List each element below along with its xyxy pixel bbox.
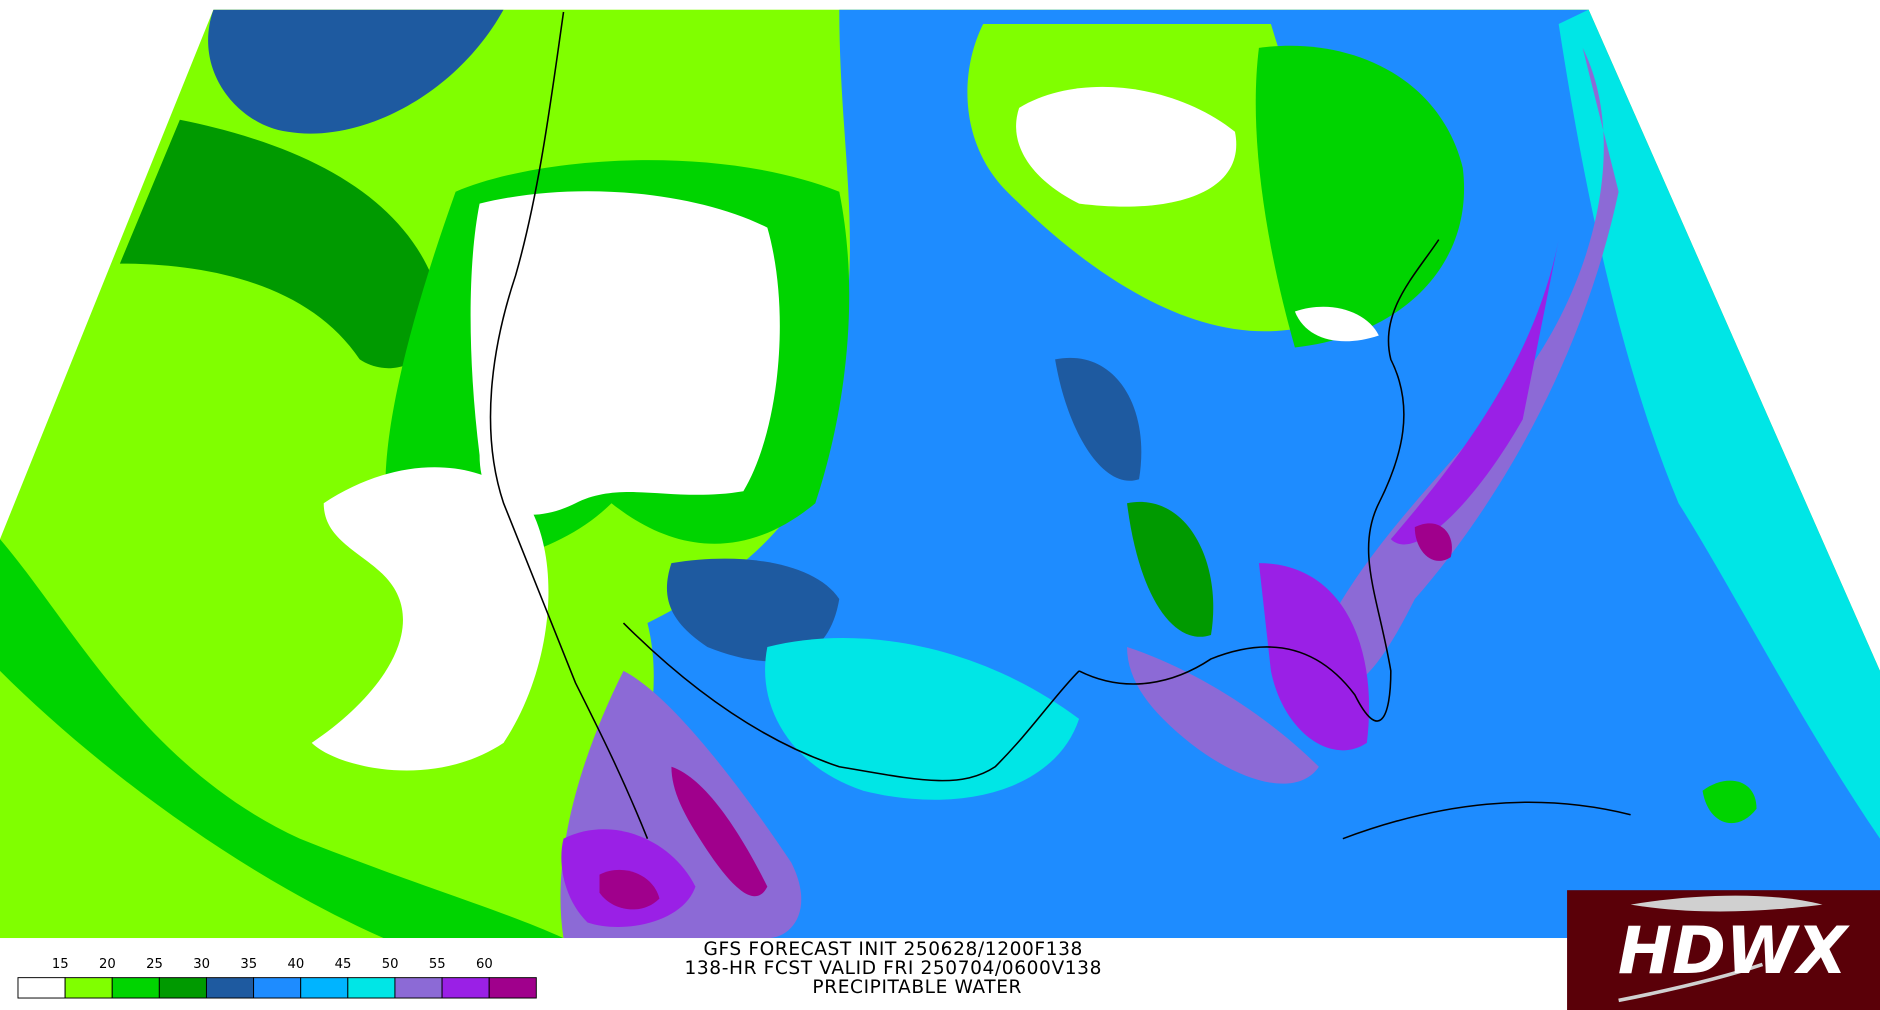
legend-tick-label: 60 — [476, 957, 493, 972]
field-60 — [1258, 563, 1370, 751]
legend-swatch — [394, 977, 443, 999]
field-30 — [119, 119, 438, 369]
field-25 — [1255, 45, 1465, 348]
logo-funnel — [1618, 962, 1764, 1003]
field-50 — [1558, 9, 1880, 839]
field-max — [671, 766, 768, 897]
legend-swatch — [111, 977, 160, 999]
legend-swatch — [205, 977, 255, 999]
logo-cloud — [1630, 895, 1823, 912]
legend-tick-label: 30 — [193, 957, 210, 972]
legend-tick-label: 35 — [240, 957, 257, 972]
field-15 — [470, 191, 780, 515]
field-55 — [1127, 646, 1319, 784]
legend-tick-label: 55 — [429, 957, 446, 972]
legend-swatch — [158, 977, 207, 999]
caption-line1: GFS FORECAST INIT 250628/1200F138 — [704, 939, 1083, 960]
field-30 — [1127, 501, 1214, 637]
field-20 — [0, 670, 384, 939]
logo: HDWX — [1567, 890, 1880, 1010]
field-15 — [1294, 306, 1379, 342]
legend-tick-label: 25 — [146, 957, 163, 972]
field-25 — [1702, 780, 1757, 824]
legend-tick-label: 15 — [52, 957, 69, 972]
caption-line2: 138-HR FCST VALID FRI 250704/0600V138 — [684, 958, 1102, 979]
field-max — [599, 869, 660, 910]
field-15 — [1016, 86, 1237, 207]
field-35 — [1055, 357, 1142, 481]
legend-tick-label: 50 — [382, 957, 399, 972]
legend-swatch — [488, 977, 537, 999]
legend-swatch — [441, 977, 490, 999]
field-max — [1414, 523, 1452, 561]
legend-swatch — [300, 977, 349, 999]
map — [0, 9, 1880, 939]
field-60 — [1390, 239, 1559, 545]
legend-swatch — [347, 977, 396, 999]
legend-swatch — [64, 977, 113, 999]
caption-line3: PRECIPITABLE WATER — [812, 977, 1022, 998]
legend-tick-label: 20 — [99, 957, 116, 972]
field-50 — [765, 637, 1080, 800]
legend-swatch — [253, 977, 302, 999]
legend-tick-label: 45 — [335, 957, 352, 972]
logo-text: HDWX — [1618, 914, 1850, 989]
legend-swatch — [17, 977, 66, 999]
field-35 — [208, 9, 504, 134]
legend-tick-label: 40 — [288, 957, 305, 972]
field-15 — [311, 467, 549, 771]
field-35 — [666, 558, 840, 662]
legend: 15 20 25 30 35 40 45 50 55 60 — [17, 957, 537, 999]
